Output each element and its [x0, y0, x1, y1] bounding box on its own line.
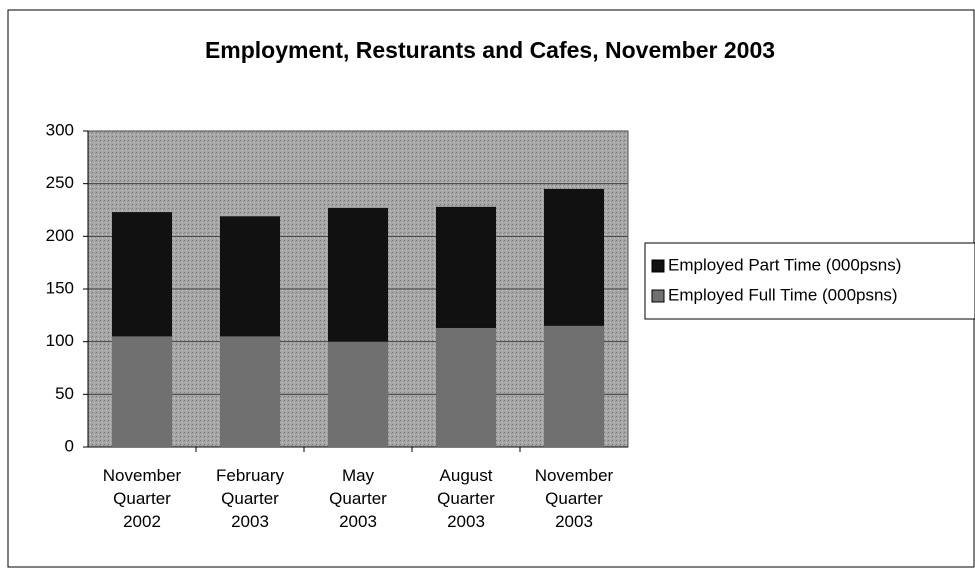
- y-tick-label: 0: [65, 436, 74, 455]
- x-tick-label: May Quarter 2003: [329, 466, 387, 531]
- bar-segment: [328, 207, 388, 342]
- legend-label: Employed Part Time (000psns): [668, 255, 901, 274]
- bar-segment: [112, 336, 172, 447]
- legend-label: Employed Full Time (000psns): [668, 285, 898, 304]
- bar-segment: [112, 212, 172, 337]
- x-tick-label: November Quarter 2002: [103, 466, 182, 531]
- legend-swatch: [651, 259, 665, 273]
- bar-segment: [220, 216, 280, 337]
- bar-segment: [328, 341, 388, 447]
- x-tick-label: August Quarter 2003: [437, 466, 495, 531]
- y-tick-label: 150: [46, 278, 74, 297]
- y-tick-label: 300: [46, 120, 74, 139]
- legend-box: [644, 242, 975, 320]
- bar-segment: [220, 336, 280, 447]
- bar-segment: [544, 325, 604, 447]
- chart-title: Employment, Resturants and Cafes, Novemb…: [205, 37, 775, 63]
- bar-segment: [436, 206, 496, 328]
- x-tick-label: November Quarter 2003: [535, 466, 614, 531]
- bar-segment: [436, 327, 496, 447]
- y-tick-label: 50: [55, 384, 74, 403]
- legend-swatch: [651, 289, 665, 303]
- y-tick-label: 250: [46, 173, 74, 192]
- bar-segment: [544, 188, 604, 326]
- y-tick-label: 100: [46, 331, 74, 350]
- y-tick-label: 200: [46, 226, 74, 245]
- x-tick-label: February Quarter 2003: [216, 466, 285, 531]
